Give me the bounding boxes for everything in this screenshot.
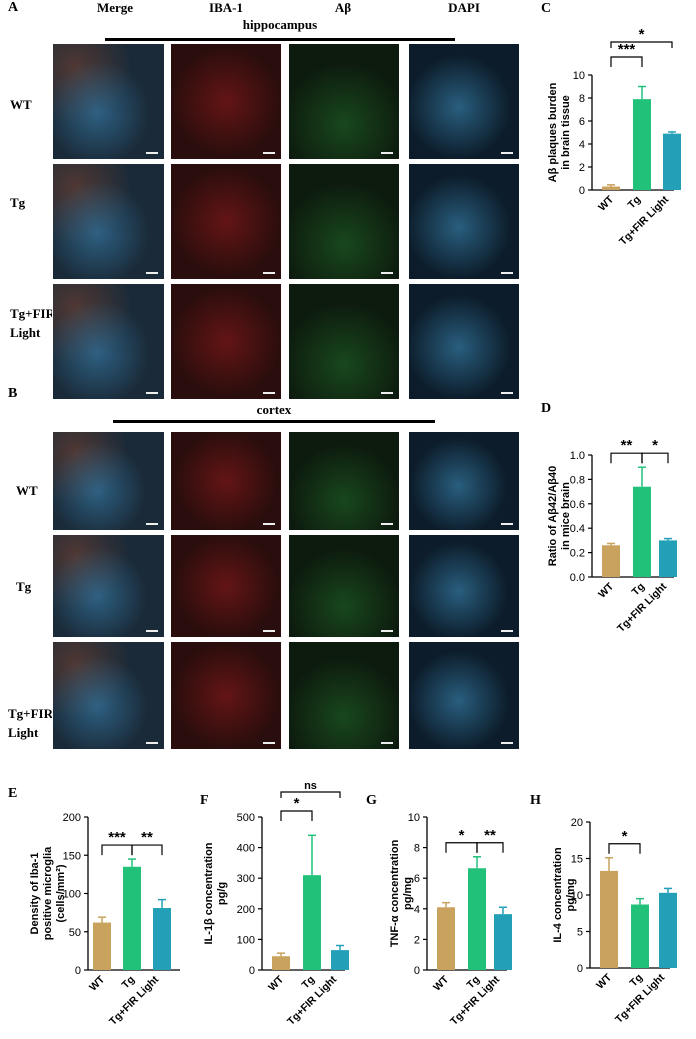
panel-label-f: F — [200, 793, 209, 808]
microscopy-image-iba1 — [170, 283, 282, 400]
microscopy-image-abeta — [288, 534, 400, 638]
microscopy-image-abeta — [288, 431, 400, 531]
microscopy-image-iba1 — [170, 534, 282, 638]
scale-bar-icon — [381, 523, 393, 525]
row-label-line: Tg+FIR — [10, 306, 55, 321]
scale-bar-icon — [381, 742, 393, 744]
row-label-line: Light — [8, 725, 39, 740]
scale-bar-icon — [263, 152, 275, 154]
scale-bar-icon — [501, 523, 513, 525]
microscopy-image-dapi — [408, 163, 520, 280]
section-rule-cortex — [113, 420, 435, 423]
header-iba1: IBA-1 — [209, 0, 243, 15]
microscopy-image-dapi — [408, 431, 520, 531]
row-label-cortex-tg: Tg — [16, 579, 32, 594]
scale-bar-icon — [501, 152, 513, 154]
panel-label-e: E — [8, 786, 18, 801]
scale-bar-icon — [501, 272, 513, 274]
scale-bar-icon — [381, 152, 393, 154]
microscopy-image-iba1 — [170, 431, 282, 531]
microscopy-image-merge — [52, 43, 165, 160]
microscopy-image-merge — [52, 283, 165, 400]
scale-bar-icon — [146, 742, 158, 744]
scale-bar-icon — [263, 523, 275, 525]
microscopy-image-abeta — [288, 283, 400, 400]
section-title-hippocampus: hippocampus — [242, 17, 318, 32]
scale-bar-icon — [501, 742, 513, 744]
scale-bar-icon — [146, 272, 158, 274]
panel-label-g: G — [366, 793, 377, 808]
scale-bar-icon — [381, 272, 393, 274]
microscopy-image-dapi — [408, 283, 520, 400]
row-label-hippocampus-fir: Tg+FIR Light — [10, 304, 55, 342]
section-rule-hippocampus — [105, 38, 455, 41]
scale-bar-icon — [263, 630, 275, 632]
header-merge: Merge — [96, 0, 134, 15]
row-label-line: Tg+FIR — [8, 706, 53, 721]
microscopy-image-dapi — [408, 534, 520, 638]
microscopy-image-merge — [52, 534, 165, 638]
microscopy-image-merge — [52, 163, 165, 280]
row-label-cortex-wt: WT — [16, 483, 38, 498]
microscopy-image-iba1 — [170, 43, 282, 160]
panel-label-b: B — [8, 386, 18, 401]
scale-bar-icon — [146, 630, 158, 632]
header-abeta: Aβ — [334, 0, 352, 15]
panel-label-c: C — [541, 1, 552, 16]
scale-bar-icon — [146, 152, 158, 154]
microscopy-image-iba1 — [170, 163, 282, 280]
scale-bar-icon — [501, 392, 513, 394]
panel-label-d: D — [541, 401, 552, 416]
row-label-hippocampus-tg: Tg — [10, 195, 26, 210]
row-label-cortex-fir: Tg+FIR Light — [8, 704, 53, 742]
microscopy-image-dapi — [408, 641, 520, 750]
scale-bar-icon — [381, 630, 393, 632]
scale-bar-icon — [381, 392, 393, 394]
microscopy-image-iba1 — [170, 641, 282, 750]
scale-bar-icon — [146, 523, 158, 525]
scale-bar-icon — [263, 272, 275, 274]
row-label-hippocampus-wt: WT — [10, 97, 32, 112]
scale-bar-icon — [501, 630, 513, 632]
header-dapi: DAPI — [448, 0, 480, 15]
panel-label-h: H — [530, 793, 541, 808]
microscopy-image-abeta — [288, 641, 400, 750]
row-label-line: Light — [10, 325, 41, 340]
scale-bar-icon — [263, 392, 275, 394]
section-title-cortex: cortex — [256, 402, 292, 417]
panel-label-a: A — [8, 0, 19, 15]
microscopy-image-merge — [52, 431, 165, 531]
microscopy-image-dapi — [408, 43, 520, 160]
microscopy-image-abeta — [288, 43, 400, 160]
microscopy-image-abeta — [288, 163, 400, 280]
microscopy-image-merge — [52, 641, 165, 750]
scale-bar-icon — [146, 392, 158, 394]
scale-bar-icon — [263, 742, 275, 744]
